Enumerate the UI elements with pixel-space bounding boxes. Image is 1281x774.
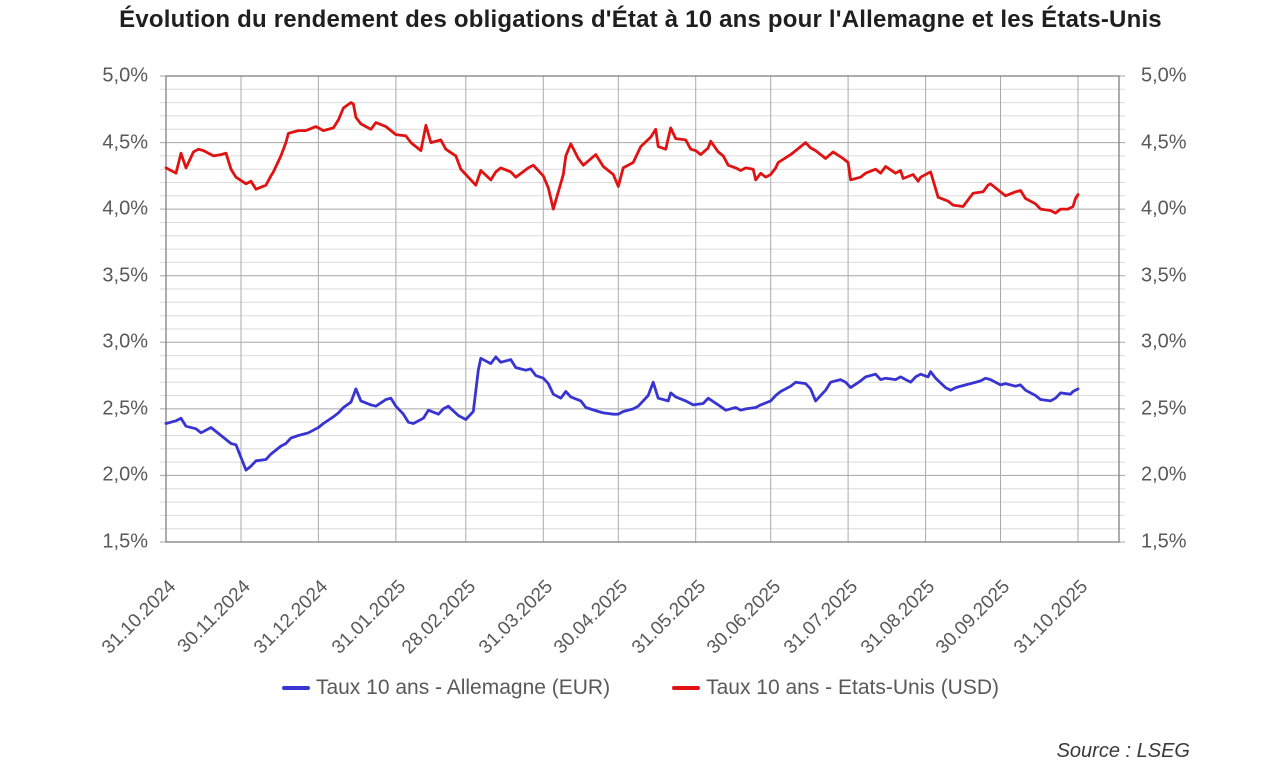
y-axis-label-left: 1,5% — [102, 530, 148, 553]
y-axis-label-left: 2,0% — [102, 463, 148, 486]
y-axis-label-left: 4,0% — [102, 197, 148, 220]
y-axis-label-left: 3,0% — [102, 330, 148, 353]
legend-label-germany: Taux 10 ans - Allemagne (EUR) — [315, 676, 611, 699]
series-line-us — [164, 101, 1080, 215]
legend-marker-germany-icon — [281, 686, 310, 690]
y-axis-label-right: 3,0% — [1141, 330, 1187, 353]
y-axis-label-left: 5,0% — [102, 64, 148, 87]
y-axis-label-left: 2,5% — [102, 397, 148, 420]
y-axis-label-right: 4,5% — [1141, 131, 1187, 154]
y-axis-label-right: 2,5% — [1141, 397, 1187, 420]
legend-item-germany: Taux 10 ans - Allemagne (EUR) — [281, 676, 611, 700]
legend: Taux 10 ans - Allemagne (EUR) Taux 10 an… — [0, 676, 1281, 700]
source-note: Source : LSEG — [1056, 740, 1190, 762]
y-axis-label-right: 3,5% — [1141, 264, 1187, 287]
y-axis-label-left: 4,5% — [102, 131, 148, 154]
chart-title: Évolution du rendement des obligations d… — [119, 6, 1162, 33]
v-gridlines — [165, 76, 1079, 542]
legend-marker-us-icon — [672, 686, 701, 690]
series-line-germany — [164, 355, 1080, 472]
legend-label-us: Taux 10 ans - Etats-Unis (USD) — [706, 676, 1000, 699]
y-axis-label-right: 4,0% — [1141, 197, 1187, 220]
y-axis-label-right: 5,0% — [1141, 64, 1187, 87]
y-axis-label-right: 2,0% — [1141, 463, 1187, 486]
y-axis-label-right: 1,5% — [1141, 530, 1187, 553]
plot-border — [165, 75, 1120, 543]
y-axis-label-left: 3,5% — [102, 264, 148, 287]
legend-item-us: Taux 10 ans - Etats-Unis (USD) — [672, 676, 999, 700]
